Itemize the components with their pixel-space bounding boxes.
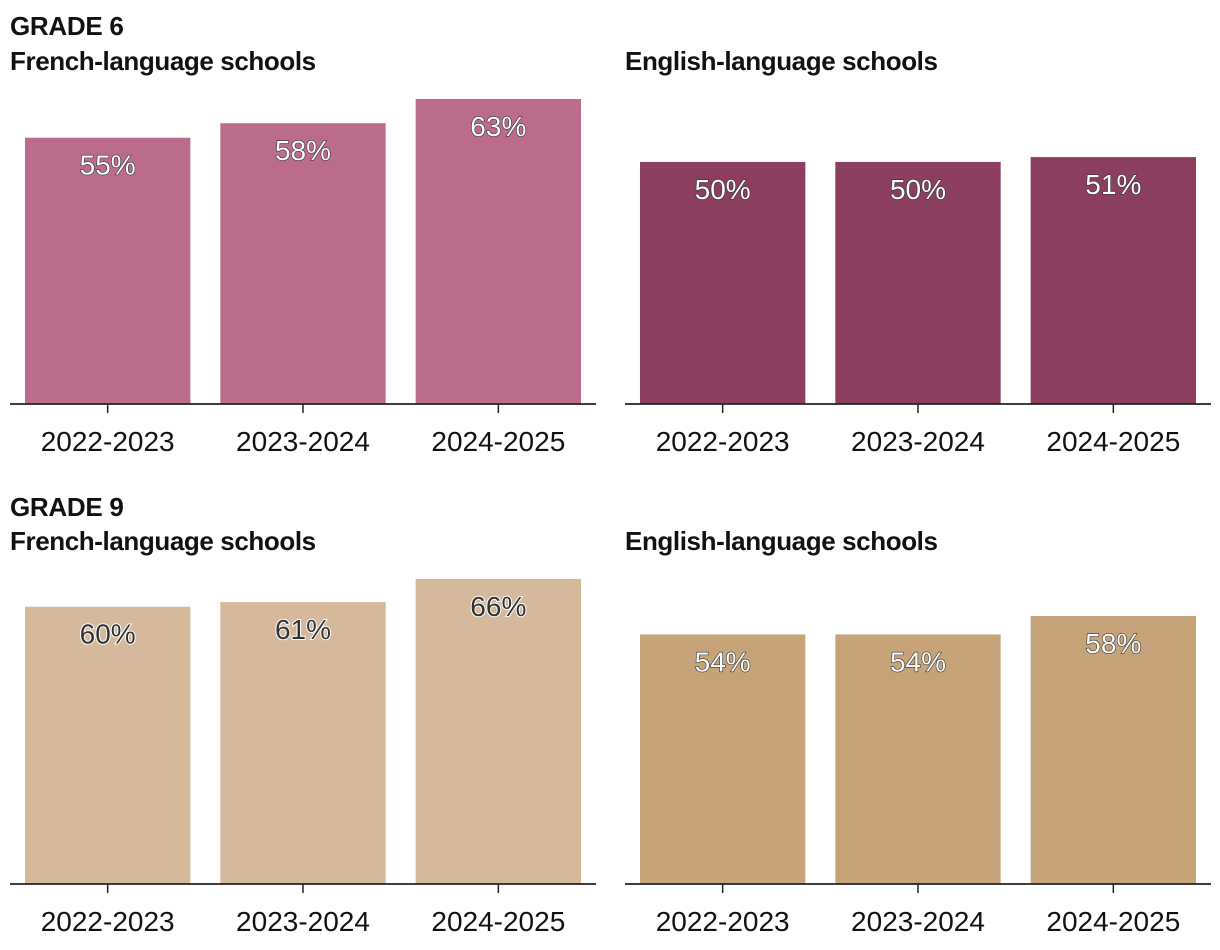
data-label-2022-2023: 54%	[695, 646, 751, 677]
x-tick-label-2024-2025: 2024-2025	[1046, 426, 1180, 457]
data-label-2024-2025: 63%	[470, 111, 526, 142]
chart-svg: 50% 2022-2023 50% 2023-2024 51% 2024-2025	[625, 157, 1211, 457]
bar-2024-2025	[415, 99, 581, 404]
chart-svg: 55% 2022-2023 58% 2023-2024 63% 2024-2025	[10, 99, 596, 457]
x-tick-label-2022-2023: 2022-2023	[41, 426, 175, 457]
x-tick-label-2024-2025: 2024-2025	[431, 426, 565, 457]
bar-2022-2023	[25, 606, 191, 884]
bar-2023-2024	[835, 634, 1001, 884]
x-tick-label-2024-2025: 2024-2025	[431, 906, 565, 937]
x-tick-label-2023-2024: 2023-2024	[851, 426, 985, 457]
data-label-2023-2024: 58%	[275, 135, 331, 166]
g6-french-chart: 55% 2022-2023 58% 2023-2024 63% 2024-2025	[10, 80, 596, 460]
chart-svg: 54% 2022-2023 54% 2023-2024 58% 2024-2025	[625, 615, 1211, 937]
x-tick-label-2023-2024: 2023-2024	[236, 426, 370, 457]
bar-2024-2025	[415, 579, 581, 884]
x-tick-label-2022-2023: 2022-2023	[41, 906, 175, 937]
bar-2022-2023	[25, 137, 191, 404]
g9-french-title: French-language schools	[10, 526, 316, 556]
bar-2024-2025	[1030, 615, 1196, 884]
data-label-2023-2024: 50%	[890, 174, 946, 205]
data-label-2022-2023: 50%	[695, 174, 751, 205]
data-label-2024-2025: 51%	[1085, 169, 1141, 200]
bar-2022-2023	[640, 161, 806, 404]
g9-english-chart: 54% 2022-2023 54% 2023-2024 58% 2024-2025	[625, 560, 1211, 940]
g6-french-title: French-language schools	[10, 46, 316, 76]
chart-svg: 60% 2022-2023 61% 2023-2024 66% 2024-2025	[10, 579, 596, 937]
bar-2023-2024	[835, 161, 1001, 404]
data-label-2024-2025: 66%	[470, 591, 526, 622]
g6-english-title: English-language schools	[625, 46, 938, 76]
g6-english-chart: 50% 2022-2023 50% 2023-2024 51% 2024-2025	[625, 80, 1211, 460]
x-tick-label-2022-2023: 2022-2023	[656, 906, 790, 937]
x-tick-label-2024-2025: 2024-2025	[1046, 906, 1180, 937]
data-label-2022-2023: 60%	[80, 619, 136, 650]
bar-2024-2025	[1030, 157, 1196, 404]
data-label-2024-2025: 58%	[1085, 628, 1141, 659]
grade-9-label: GRADE 9	[10, 492, 124, 522]
bar-2023-2024	[220, 602, 386, 884]
grade-6-label: GRADE 6	[10, 11, 124, 41]
data-label-2023-2024: 61%	[275, 614, 331, 645]
bar-2023-2024	[220, 123, 386, 404]
data-label-2023-2024: 54%	[890, 646, 946, 677]
x-tick-label-2023-2024: 2023-2024	[236, 906, 370, 937]
x-tick-label-2023-2024: 2023-2024	[851, 906, 985, 937]
data-label-2022-2023: 55%	[80, 150, 136, 181]
g9-french-chart: 60% 2022-2023 61% 2023-2024 66% 2024-2025	[10, 560, 596, 940]
bar-2022-2023	[640, 634, 806, 884]
g9-english-title: English-language schools	[625, 526, 938, 556]
x-tick-label-2022-2023: 2022-2023	[656, 426, 790, 457]
